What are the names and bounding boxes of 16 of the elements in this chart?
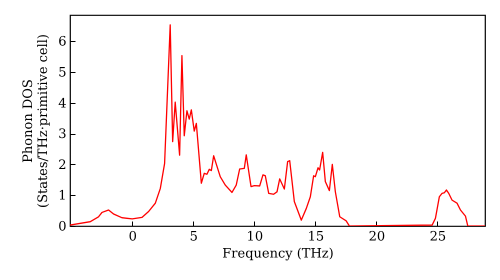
x-tick-label: 15 — [308, 230, 324, 244]
y-tick-label: 2 — [58, 158, 66, 173]
y-tick-label: 5 — [58, 65, 66, 80]
x-axis-title: Frequency (THz) — [222, 246, 334, 262]
y-tick-label: 1 — [58, 188, 66, 204]
y-tick-label: 4 — [58, 96, 66, 112]
y-axis-title: Phonon DOS (States/THz·primitive cell) — [21, 34, 52, 208]
line-series — [70, 24, 485, 226]
x-tick-label: 25 — [430, 230, 446, 244]
x-tick-label: 20 — [368, 230, 386, 244]
y-tick-label: 0 — [58, 220, 66, 234]
x-tick-label: 5 — [190, 230, 198, 244]
x-tick-label: 0 — [128, 230, 137, 244]
y-tick-label: 3 — [58, 127, 66, 142]
y-tick-label: 6 — [58, 34, 66, 50]
x-tick-label: 10 — [246, 230, 264, 244]
